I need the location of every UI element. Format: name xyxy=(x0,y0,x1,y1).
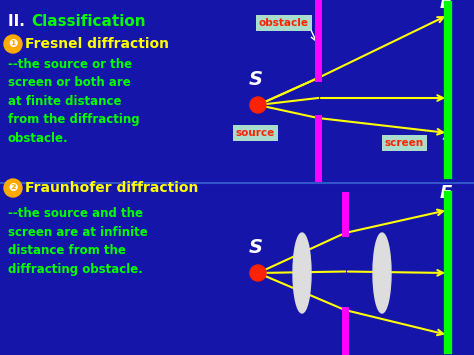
Text: E: E xyxy=(440,0,452,12)
Text: ❷: ❷ xyxy=(9,183,18,193)
Text: Fraunhofer diffraction: Fraunhofer diffraction xyxy=(25,181,199,195)
Text: ❶: ❶ xyxy=(9,39,18,49)
Text: --the source or the
screen or both are
at finite distance
from the diffracting
o: --the source or the screen or both are a… xyxy=(8,58,140,145)
Text: source: source xyxy=(236,128,275,138)
Text: obstacle: obstacle xyxy=(259,18,309,28)
Ellipse shape xyxy=(373,233,391,313)
Ellipse shape xyxy=(293,233,311,313)
Circle shape xyxy=(4,35,22,53)
Text: --the source and the
screen are at infinite
distance from the
diffracting obstac: --the source and the screen are at infin… xyxy=(8,207,148,275)
Text: Classification: Classification xyxy=(31,14,146,29)
Circle shape xyxy=(250,265,266,281)
Text: II.: II. xyxy=(8,14,30,29)
Text: screen: screen xyxy=(385,138,424,148)
Text: S: S xyxy=(249,70,263,89)
Circle shape xyxy=(4,179,22,197)
Text: Fresnel diffraction: Fresnel diffraction xyxy=(25,37,169,51)
Text: E: E xyxy=(440,184,452,202)
Circle shape xyxy=(250,97,266,113)
Text: S: S xyxy=(249,238,263,257)
